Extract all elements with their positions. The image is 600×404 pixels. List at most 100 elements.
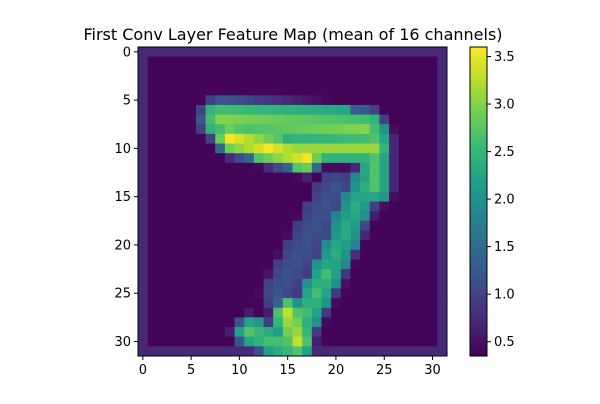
heatmap-cell — [205, 191, 216, 202]
heatmap-cell — [205, 182, 216, 193]
heatmap-cell — [147, 75, 158, 87]
heatmap-cell — [340, 201, 351, 212]
heatmap-cell — [418, 124, 429, 135]
heatmap-cell — [350, 95, 361, 106]
heatmap-cell — [282, 220, 293, 231]
heatmap-cell — [331, 230, 342, 241]
heatmap-cell — [186, 85, 197, 96]
heatmap-cell — [244, 249, 255, 260]
heatmap-cell — [302, 66, 313, 77]
colorbar-step — [470, 131, 487, 136]
heatmap-cell — [176, 298, 187, 309]
heatmap-cell — [263, 269, 274, 280]
heatmap-cell — [311, 172, 322, 183]
heatmap-cell — [427, 201, 438, 212]
heatmap-cell — [253, 85, 264, 96]
heatmap-cell — [292, 47, 303, 58]
heatmap-cell — [331, 85, 342, 96]
heatmap-cell — [389, 278, 400, 289]
heatmap-cell — [273, 85, 284, 96]
heatmap-cell — [360, 201, 371, 212]
heatmap-cell — [340, 317, 351, 328]
heatmap-cell — [138, 75, 149, 87]
heatmap-cell — [292, 172, 303, 183]
heatmap-cell — [302, 182, 313, 193]
heatmap-cell — [273, 327, 284, 338]
heatmap-cell — [244, 230, 255, 241]
colorbar-step — [470, 263, 487, 267]
heatmap-cell — [389, 307, 400, 318]
heatmap-cell — [195, 346, 206, 357]
heatmap-cell — [282, 75, 293, 87]
heatmap-cell — [350, 182, 361, 193]
heatmap-cell — [369, 104, 380, 115]
heatmap-cell — [427, 85, 438, 96]
heatmap-cell — [176, 327, 187, 338]
colorbar-step — [470, 111, 487, 115]
heatmap-cell — [437, 288, 448, 299]
heatmap-cell — [379, 298, 390, 309]
heatmap-cell — [389, 317, 400, 328]
heatmap-cell — [427, 153, 438, 164]
colorbar-step — [470, 240, 487, 244]
heatmap-cell — [176, 95, 187, 106]
heatmap-cell — [360, 346, 371, 357]
heatmap-cell — [282, 249, 293, 260]
heatmap-cell — [340, 133, 351, 144]
heatmap-cell — [427, 269, 438, 280]
heatmap-cell — [282, 104, 293, 115]
heatmap-cell — [138, 220, 149, 231]
colorbar-step — [470, 237, 487, 241]
heatmap-cell — [157, 124, 168, 135]
heatmap-cell — [176, 47, 187, 58]
heatmap-cell — [350, 278, 361, 289]
heatmap-cell — [205, 162, 216, 173]
heatmap-cell — [215, 143, 226, 154]
heatmap-cell — [157, 230, 168, 241]
heatmap-cell — [292, 201, 303, 212]
heatmap-cell — [224, 124, 235, 135]
heatmap-cell — [282, 47, 293, 58]
heatmap-cell — [398, 47, 409, 58]
heatmap-cell — [331, 56, 342, 67]
colorbar-step — [470, 307, 487, 311]
heatmap-cell — [398, 346, 409, 357]
heatmap-cell — [273, 162, 284, 173]
colorbar-step — [470, 129, 487, 133]
heatmap-cell — [437, 47, 448, 58]
heatmap-cell — [186, 249, 197, 260]
heatmap-cell — [157, 75, 168, 87]
heatmap-cell — [437, 162, 448, 173]
heatmap-cell — [398, 133, 409, 144]
heatmap-cell — [427, 259, 438, 270]
heatmap-cell — [437, 230, 448, 241]
heatmap-cell — [321, 211, 332, 222]
heatmap-cell — [302, 104, 313, 115]
heatmap-cell — [205, 249, 216, 260]
heatmap-cell — [437, 85, 448, 96]
heatmap-cell — [157, 307, 168, 318]
heatmap-cell — [360, 298, 371, 309]
heatmap-cell — [311, 133, 322, 144]
heatmap-cell — [234, 230, 245, 241]
heatmap-cell — [350, 288, 361, 299]
heatmap-cell — [244, 317, 255, 328]
heatmap-cell — [215, 278, 226, 289]
heatmap-cell — [292, 220, 303, 231]
colorbar-step — [470, 265, 487, 269]
heatmap-cell — [273, 114, 284, 125]
heatmap-cell — [437, 124, 448, 135]
heatmap-cell — [263, 182, 274, 193]
heatmap-cell — [263, 298, 274, 309]
heatmap-cell — [340, 162, 351, 173]
heatmap-cell — [215, 104, 226, 115]
heatmap-cell — [311, 288, 322, 299]
colorbar-step — [470, 126, 487, 130]
heatmap-cell — [138, 259, 149, 270]
heatmap-cell — [138, 288, 149, 299]
heatmap-cell — [311, 47, 322, 58]
heatmap-cell — [321, 278, 332, 289]
heatmap-cell — [282, 191, 293, 202]
heatmap-cell — [244, 85, 255, 96]
heatmap-cell — [253, 220, 264, 231]
